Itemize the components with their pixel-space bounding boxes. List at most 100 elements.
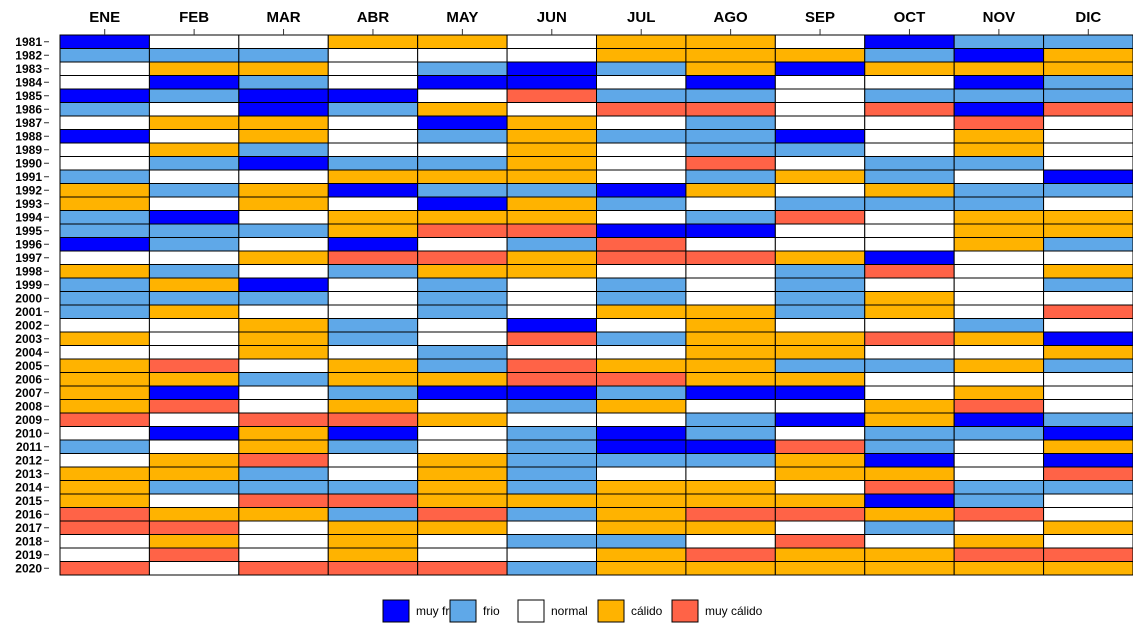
cell bbox=[774, 507, 866, 522]
cell bbox=[1043, 318, 1133, 333]
cell bbox=[864, 385, 955, 400]
y-tick-label: 1989 bbox=[15, 143, 42, 157]
cell bbox=[59, 156, 150, 171]
cell bbox=[59, 358, 150, 373]
cell bbox=[59, 453, 150, 468]
cell bbox=[685, 372, 776, 387]
cell bbox=[864, 237, 955, 252]
cell bbox=[148, 466, 240, 481]
cell bbox=[774, 534, 866, 549]
cell bbox=[685, 547, 776, 562]
cell bbox=[327, 250, 419, 265]
cell bbox=[148, 48, 240, 63]
cell bbox=[148, 156, 240, 171]
cell bbox=[506, 277, 598, 292]
cell bbox=[596, 142, 687, 157]
y-tick-label: 1991 bbox=[15, 170, 42, 184]
cell bbox=[417, 291, 508, 306]
cell bbox=[1043, 480, 1133, 495]
cell bbox=[774, 169, 866, 184]
y-tick-label: 2020 bbox=[15, 561, 42, 575]
cell bbox=[417, 534, 508, 549]
cell bbox=[864, 466, 955, 481]
cell bbox=[864, 480, 955, 495]
y-tick-label: 1984 bbox=[15, 75, 42, 89]
cell bbox=[774, 61, 866, 76]
cell bbox=[59, 210, 150, 225]
cell bbox=[774, 318, 866, 333]
cell bbox=[596, 439, 687, 454]
cell bbox=[238, 34, 329, 49]
cell bbox=[864, 88, 955, 103]
y-tick-label: 1992 bbox=[15, 183, 42, 197]
cell bbox=[596, 480, 687, 495]
cell bbox=[1043, 210, 1133, 225]
cell bbox=[1043, 466, 1133, 481]
cell bbox=[59, 399, 150, 414]
cell bbox=[1043, 264, 1133, 279]
cell bbox=[774, 520, 866, 535]
cell bbox=[238, 493, 329, 508]
y-tick-label: 1994 bbox=[15, 210, 42, 224]
cell bbox=[238, 210, 329, 225]
cell bbox=[685, 480, 776, 495]
cell bbox=[238, 250, 329, 265]
cell bbox=[596, 520, 687, 535]
cell bbox=[327, 507, 419, 522]
cell bbox=[327, 372, 419, 387]
cell bbox=[506, 318, 598, 333]
cell bbox=[417, 264, 508, 279]
cell bbox=[417, 480, 508, 495]
cell bbox=[506, 547, 598, 562]
cell bbox=[417, 547, 508, 562]
cell bbox=[685, 318, 776, 333]
cell bbox=[238, 520, 329, 535]
cell bbox=[506, 129, 598, 144]
cell bbox=[685, 34, 776, 49]
cell bbox=[327, 331, 419, 346]
cell bbox=[774, 223, 866, 238]
cell bbox=[148, 534, 240, 549]
cell bbox=[506, 237, 598, 252]
cell bbox=[417, 358, 508, 373]
y-tick-label: 1998 bbox=[15, 264, 42, 278]
cell bbox=[1043, 75, 1133, 90]
cell bbox=[238, 399, 329, 414]
cell bbox=[59, 520, 150, 535]
cell bbox=[685, 48, 776, 63]
cell bbox=[596, 210, 687, 225]
cell bbox=[685, 75, 776, 90]
cell bbox=[417, 223, 508, 238]
cell bbox=[596, 183, 687, 198]
cell bbox=[327, 196, 419, 211]
cell bbox=[327, 520, 419, 535]
cell bbox=[774, 48, 866, 63]
cell bbox=[238, 372, 329, 387]
x-tick-label: JUL bbox=[627, 9, 655, 26]
cell bbox=[327, 480, 419, 495]
cell bbox=[1043, 61, 1133, 76]
cell bbox=[864, 34, 955, 49]
cell bbox=[417, 102, 508, 117]
cell bbox=[506, 115, 598, 130]
cell bbox=[148, 318, 240, 333]
cell bbox=[774, 453, 866, 468]
cell bbox=[417, 493, 508, 508]
y-tick-label: 2017 bbox=[15, 521, 42, 535]
cell bbox=[953, 34, 1045, 49]
cell bbox=[238, 534, 329, 549]
cell bbox=[1043, 534, 1133, 549]
cell bbox=[59, 318, 150, 333]
cell bbox=[1043, 48, 1133, 63]
cell bbox=[327, 385, 419, 400]
cell bbox=[148, 507, 240, 522]
cell bbox=[238, 318, 329, 333]
cell bbox=[148, 75, 240, 90]
cell bbox=[596, 345, 687, 360]
cell bbox=[59, 88, 150, 103]
cell bbox=[774, 561, 866, 576]
cell bbox=[685, 250, 776, 265]
cell bbox=[59, 196, 150, 211]
cell bbox=[864, 196, 955, 211]
